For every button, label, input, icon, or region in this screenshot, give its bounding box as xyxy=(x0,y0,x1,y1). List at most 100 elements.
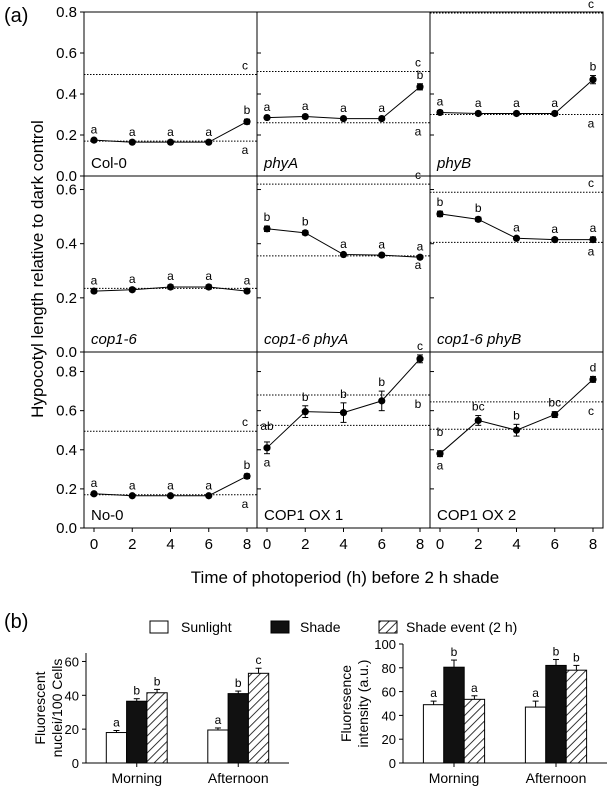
data-point-phya-2 xyxy=(339,115,348,123)
reference-letter-phya-1: a xyxy=(415,125,422,139)
panel-name-cop1-ox-1: COP1 OX 1 xyxy=(264,507,343,524)
category-label-b-left-morning: Morning xyxy=(111,770,162,786)
significance-letter-cop1-6-phyb-0: b xyxy=(437,195,444,209)
reference-letter-cop1-ox-2-0: c xyxy=(588,404,594,418)
data-point-phyb-3 xyxy=(551,109,559,118)
y-title-line1-b-left: Fluorescent xyxy=(32,671,48,744)
significance-letter-col-0-1: a xyxy=(129,125,136,139)
data-point-cop1-6-phya-0 xyxy=(263,225,271,233)
data-point-no-0-2 xyxy=(166,492,175,500)
y-tick-label-b-left: 0 xyxy=(72,756,79,771)
significance-letter-cop1-6-phyb-3: a xyxy=(551,222,558,236)
data-point-phya-1 xyxy=(301,112,309,121)
y-tick-label-col-0: 0.0 xyxy=(56,168,77,185)
significance-letter-phyb-0: a xyxy=(437,94,444,108)
data-point-cop1-6-phya-4 xyxy=(416,253,424,261)
panel-b-letter: (b) xyxy=(4,611,28,633)
panel-frame-no-0 xyxy=(83,351,258,529)
significance-letter-col-0-4: b xyxy=(244,103,251,117)
reference-letter-col-0-1: a xyxy=(242,143,249,157)
reference-letter-cop1-ox-1-0: b xyxy=(415,397,422,411)
significance-letter-cop1-6-phya-3: a xyxy=(378,237,385,251)
significance-letter-col-0-0: a xyxy=(91,122,98,136)
significance-letter-cop1-ox-2-1: bc xyxy=(472,400,485,414)
data-point-cop1-6-phya-2 xyxy=(339,250,348,259)
panel-name-phya: phyA xyxy=(263,155,298,172)
bar-b-right-afternoon-shade xyxy=(545,664,567,764)
data-point-cop1-6-phyb-3 xyxy=(551,236,559,244)
bar-b-right-morning-shade xyxy=(443,666,465,764)
x-tick-label-no-0: 8 xyxy=(243,536,251,553)
data-point-phyb-4 xyxy=(589,76,597,84)
significance-letter-cop1-ox-2-2: b xyxy=(513,408,520,422)
significance-letter-b-left-0-0: a xyxy=(113,716,120,730)
data-point-phya-0 xyxy=(263,113,271,122)
y-tick-label-no-0: 0.2 xyxy=(56,481,77,498)
data-point-col-0-4 xyxy=(243,118,251,126)
data-point-cop1-6-2 xyxy=(166,283,175,291)
panel-frame-cop1-6-phya xyxy=(256,175,431,353)
significance-letter-b-right-0-1: b xyxy=(451,645,458,659)
y-tick-label-b-right: 60 xyxy=(382,685,396,700)
data-point-cop1-6-3 xyxy=(205,283,213,291)
y-tick-label-col-0: 0.6 xyxy=(56,45,77,62)
panel-name-cop1-6-phya: cop1-6 phyA xyxy=(264,331,348,348)
panel-name-cop1-6: cop1-6 xyxy=(91,331,138,348)
data-point-cop1-ox-2-3 xyxy=(551,410,559,419)
panel-name-no-0: No-0 xyxy=(91,507,124,524)
significance-letter-phyb-1: a xyxy=(475,96,482,110)
y-tick-label-b-right: 20 xyxy=(382,732,396,747)
data-point-cop1-ox-1-4 xyxy=(416,355,424,363)
significance-letter-phya-1: a xyxy=(302,99,309,113)
significance-letter-cop1-ox-1-0: a xyxy=(264,456,271,470)
x-tick-label-cop1-ox-1: 6 xyxy=(378,536,386,553)
x-tick-label-cop1-ox-2: 4 xyxy=(512,536,520,553)
x-tick-label-no-0: 4 xyxy=(166,536,174,553)
legend-swatch-shade xyxy=(270,620,290,634)
reference-letter-cop1-6-phyb-1: a xyxy=(588,244,595,258)
panel-phya: c a a a a a b phyA xyxy=(256,11,431,177)
bar-b-left-afternoon-shade xyxy=(227,693,249,764)
data-point-cop1-ox-1-3 xyxy=(378,397,386,405)
data-point-cop1-ox-2-1 xyxy=(474,416,482,425)
x-tick-label-no-0: 6 xyxy=(205,536,213,553)
significance-letter-cop1-6-3: a xyxy=(205,269,212,283)
y-tick-label-cop1-6: 0.0 xyxy=(56,344,77,361)
data-point-cop1-6-1 xyxy=(128,286,136,294)
significance-letter-cop1-6-0: a xyxy=(91,273,98,287)
reference-letter-col-0-0: c xyxy=(242,59,248,73)
panel-a-letter: (a) xyxy=(4,5,28,27)
significance-letter-cop1-6-phyb-4: a xyxy=(590,221,597,235)
x-tick-label-cop1-ox-1: 8 xyxy=(416,536,424,553)
y-title-b-left: Fluorescent nuclei/100 Cells xyxy=(32,659,65,758)
bar-b-left-morning-shade xyxy=(126,700,148,764)
panel-col-0: c a 0.0 0.2 0.4 0.6 0.8 a a a a b Col-0 xyxy=(56,4,258,185)
data-point-cop1-ox-1-1 xyxy=(301,408,309,416)
reference-letter-phyb-1: a xyxy=(588,117,595,131)
data-point-phya-4 xyxy=(416,83,424,91)
panel-name-cop1-6-phyb: cop1-6 phyB xyxy=(437,331,521,348)
panel-frame-cop1-ox-1 xyxy=(256,351,431,529)
panel-name-col-0: Col-0 xyxy=(91,155,127,172)
significance-letter-phya-3: a xyxy=(378,101,385,115)
significance-letter-cop1-6-2: a xyxy=(167,269,174,283)
significance-letter-b-left-0-2: b xyxy=(154,674,161,688)
data-point-phya-3 xyxy=(378,115,386,123)
data-point-cop1-ox-2-0 xyxy=(436,450,444,458)
data-point-col-0-0 xyxy=(90,136,98,144)
legend-swatch-shade-event xyxy=(378,620,398,634)
bar-b-right-morning-sunlight xyxy=(422,704,445,764)
data-point-phyb-1 xyxy=(474,109,482,118)
significance-letter-no-0-3: a xyxy=(205,479,212,493)
significance-letter-no-0-2: a xyxy=(167,479,174,493)
x-tick-label-cop1-ox-2: 6 xyxy=(551,536,559,553)
significance-letter-no-0-0: a xyxy=(91,476,98,490)
y-tick-label-no-0: 0.6 xyxy=(56,403,77,420)
reference-letter-cop1-6-phyb-0: c xyxy=(588,176,594,190)
